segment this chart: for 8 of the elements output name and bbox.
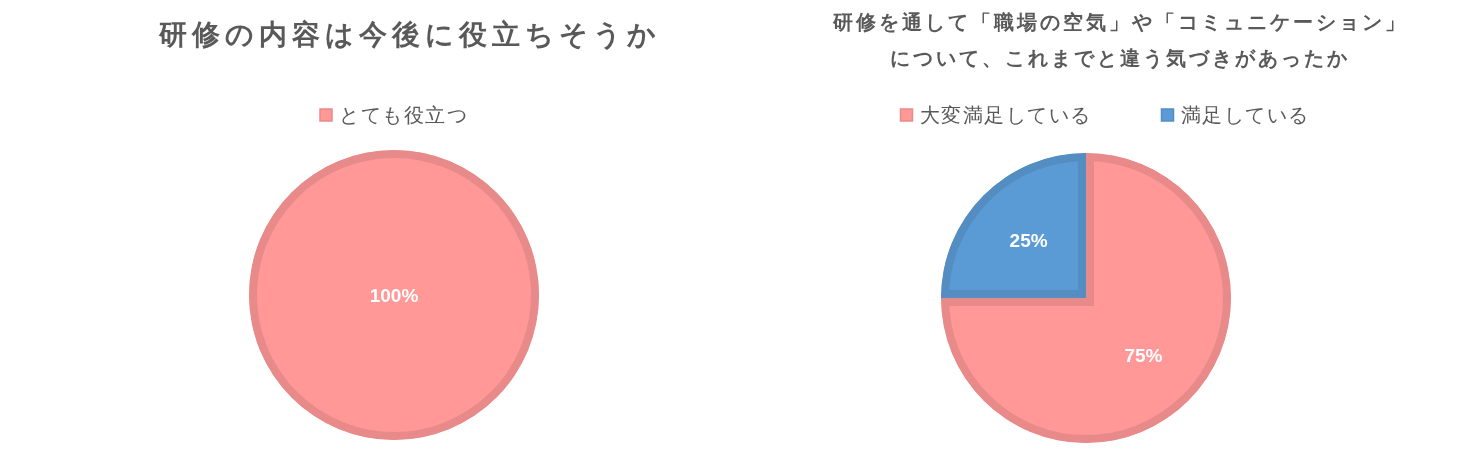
chart-title: 研修を通して「職場の空気」や「コミュニケーション」について、これまでと違う気づきがあったか	[831, 10, 1409, 71]
legend-label: とても役立つ	[339, 104, 468, 126]
data-label: 25%	[1009, 230, 1048, 252]
chart-title: 研修の内容は今後に役立ちそうか	[158, 18, 662, 52]
data-label: 100%	[369, 284, 419, 306]
legend-label: 大変満足している	[919, 104, 1092, 126]
legend-label: 満足している	[1180, 104, 1310, 126]
data-label: 75%	[1124, 344, 1163, 366]
